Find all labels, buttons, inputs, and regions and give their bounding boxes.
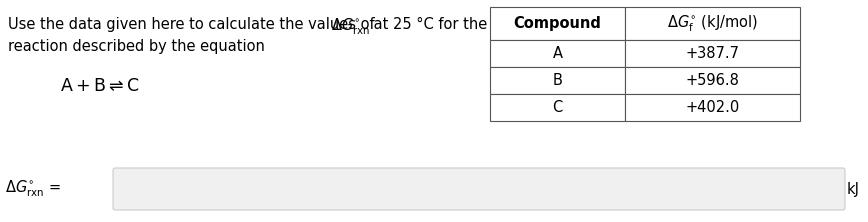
Text: at 25 °C for the: at 25 °C for the — [369, 17, 487, 32]
Text: A: A — [553, 46, 562, 61]
Text: $\Delta G^{\circ}_{\mathrm{rxn}}$ =: $\Delta G^{\circ}_{\mathrm{rxn}}$ = — [5, 179, 61, 199]
Text: C: C — [552, 100, 562, 115]
Bar — [625, 94, 800, 121]
Bar — [490, 67, 625, 94]
Text: B: B — [553, 73, 562, 88]
Text: $\mathrm{A + B \rightleftharpoons C}$: $\mathrm{A + B \rightleftharpoons C}$ — [60, 77, 140, 95]
Bar — [625, 67, 800, 94]
Text: $\Delta G^{\circ}_{\mathrm{f}}$ (kJ/mol): $\Delta G^{\circ}_{\mathrm{f}}$ (kJ/mol) — [667, 13, 758, 34]
Bar — [625, 40, 800, 67]
Text: +596.8: +596.8 — [686, 73, 740, 88]
Bar — [490, 94, 625, 121]
Text: +402.0: +402.0 — [686, 100, 740, 115]
FancyBboxPatch shape — [113, 168, 845, 210]
Text: Compound: Compound — [514, 16, 602, 31]
Text: $\Delta G^{\circ}_{\mathrm{rxn}}$: $\Delta G^{\circ}_{\mathrm{rxn}}$ — [331, 17, 370, 38]
Bar — [490, 7, 625, 40]
Text: kJ: kJ — [847, 182, 860, 196]
Text: +387.7: +387.7 — [686, 46, 740, 61]
Text: Use the data given here to calculate the values of: Use the data given here to calculate the… — [8, 17, 379, 32]
Bar — [490, 40, 625, 67]
Text: reaction described by the equation: reaction described by the equation — [8, 39, 265, 54]
Bar — [625, 7, 800, 40]
